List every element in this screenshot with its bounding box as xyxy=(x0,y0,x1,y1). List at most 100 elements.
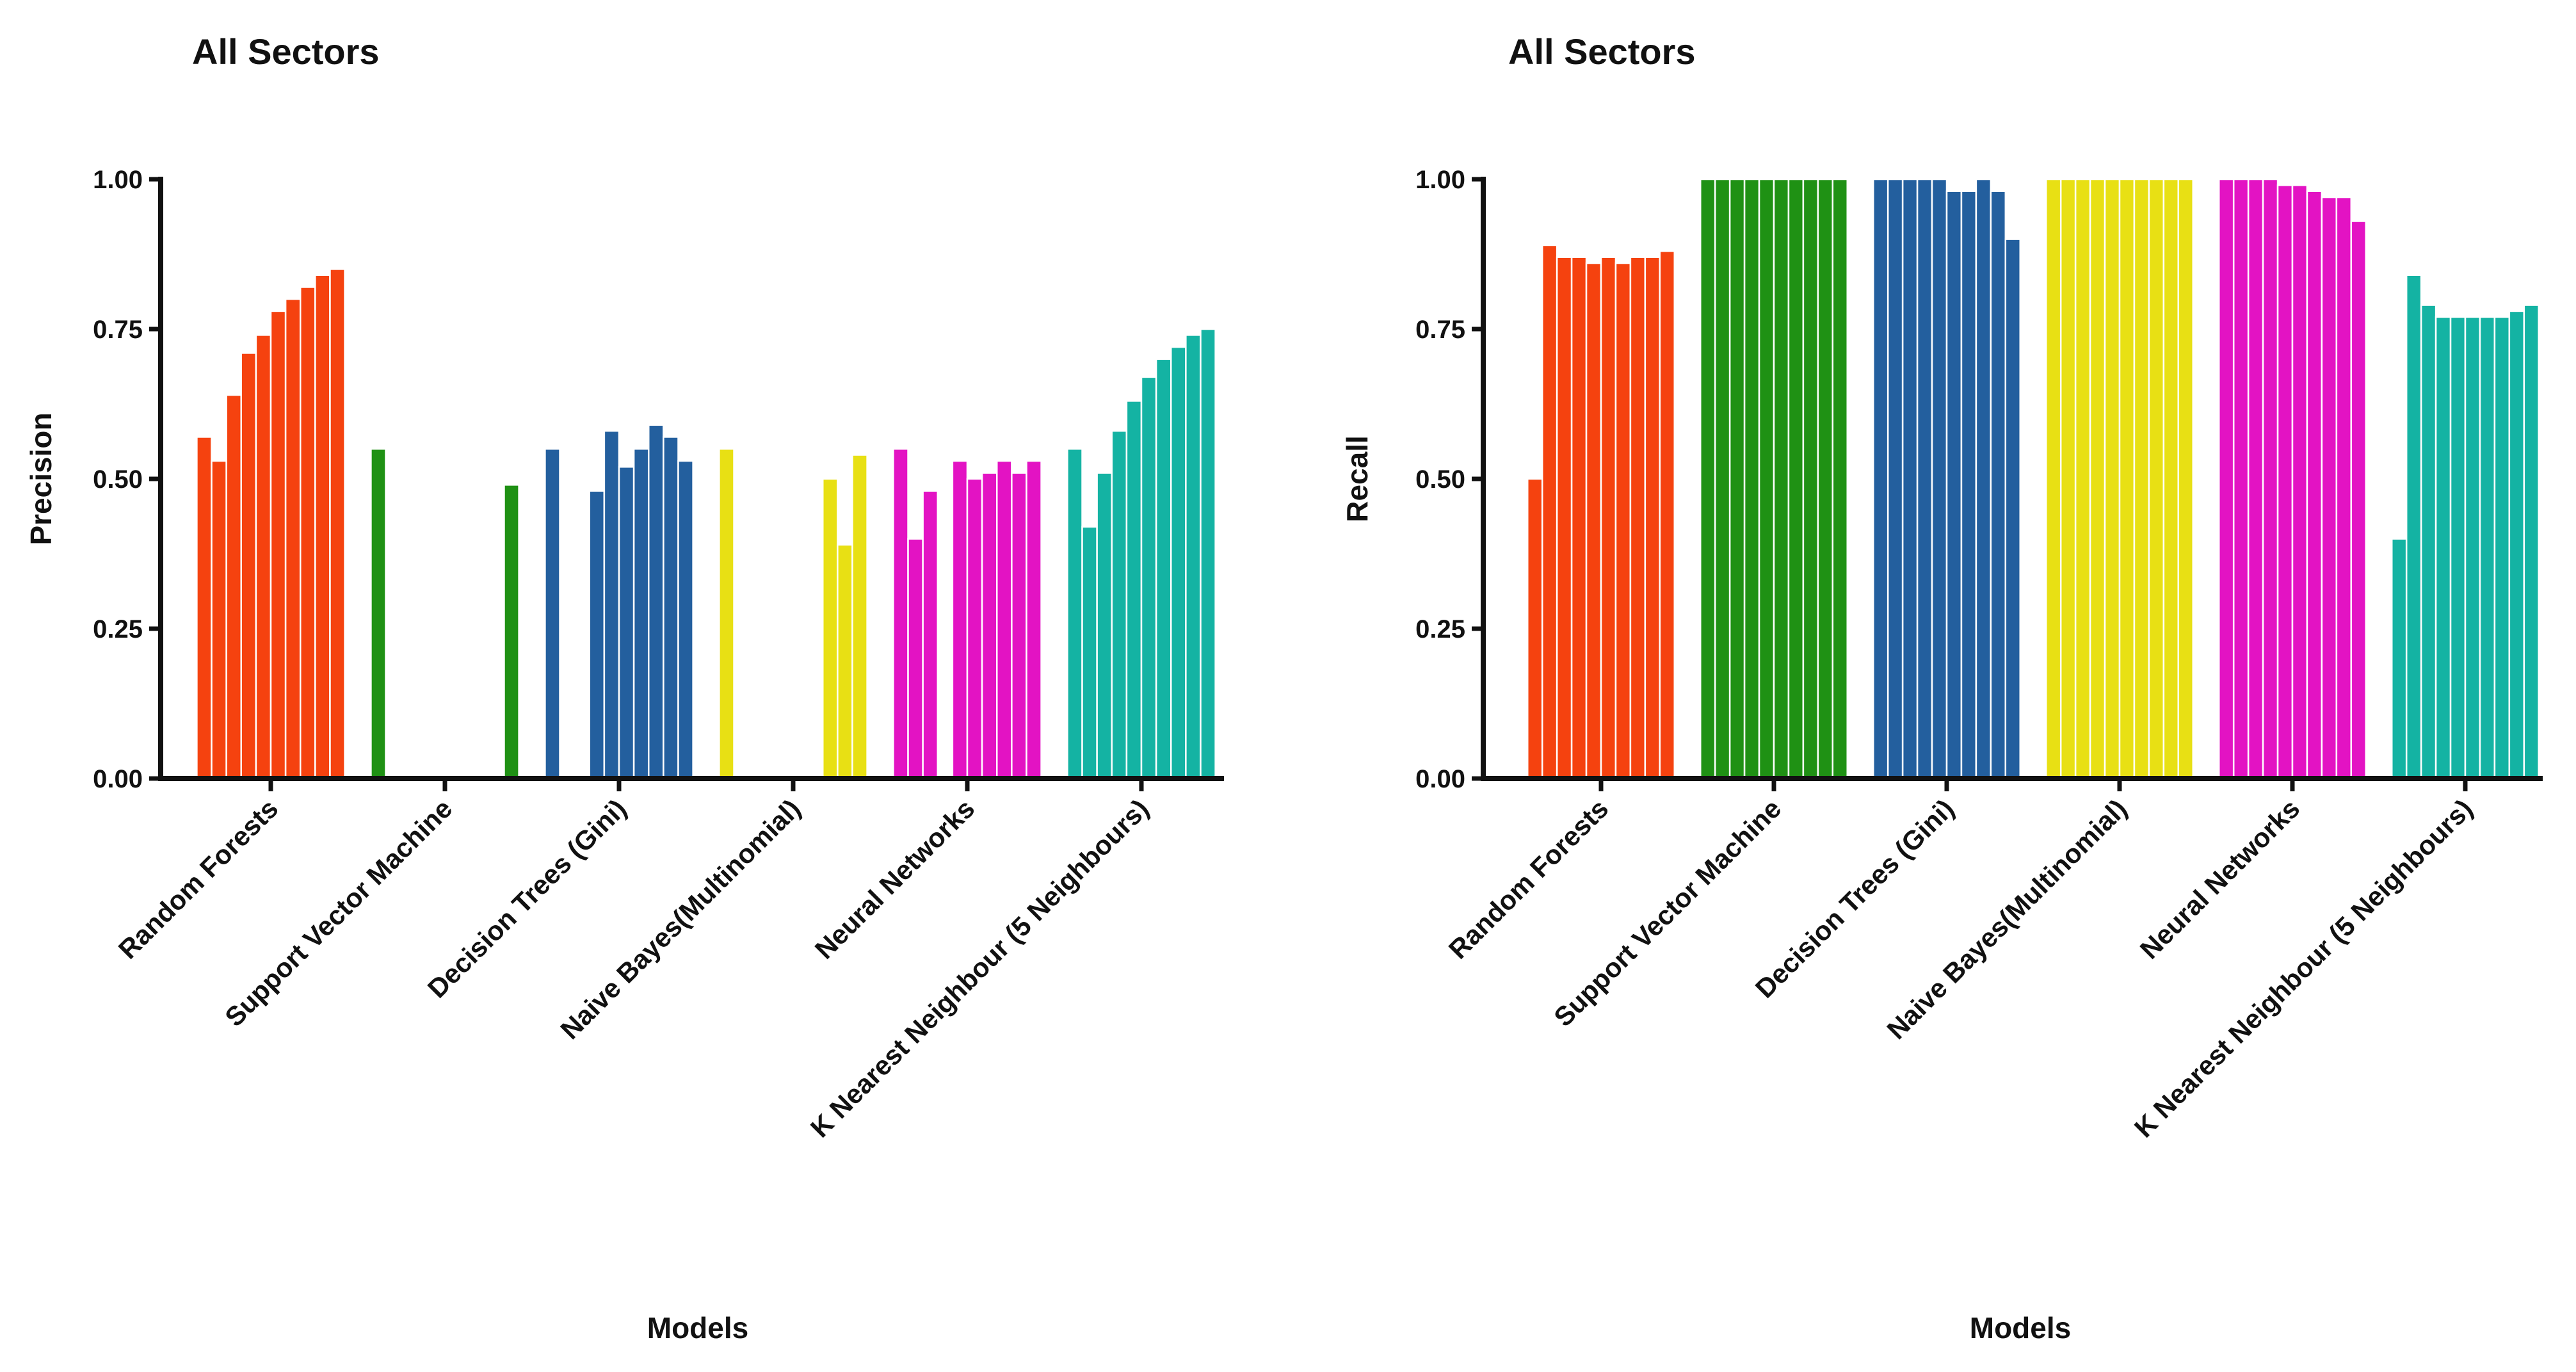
bar xyxy=(284,298,302,780)
bar xyxy=(1200,328,1216,780)
bar xyxy=(370,448,387,780)
bar xyxy=(1659,250,1676,780)
y-axis-label: Precision xyxy=(24,412,58,545)
bar xyxy=(718,448,735,780)
bar xyxy=(2493,316,2511,780)
chart-title: All Sectors xyxy=(1508,31,1696,72)
bar xyxy=(2321,196,2338,780)
bar xyxy=(2218,178,2235,780)
bar xyxy=(2291,184,2308,780)
bar xyxy=(1081,526,1098,780)
chart-title: All Sectors xyxy=(192,31,380,72)
bar xyxy=(1728,178,1746,780)
bar xyxy=(2449,316,2467,780)
bar xyxy=(270,310,287,780)
x-axis-label: Models xyxy=(1970,1311,2071,1344)
bar xyxy=(1802,178,1819,780)
bar xyxy=(2335,196,2353,780)
bar xyxy=(2118,178,2136,780)
bar xyxy=(240,352,257,780)
bar xyxy=(2276,184,2294,780)
bar xyxy=(966,478,983,780)
bar xyxy=(2162,178,2180,780)
bar xyxy=(1629,256,1646,780)
bar xyxy=(1067,448,1083,780)
y-tick-label: 0.50 xyxy=(93,465,143,494)
bar xyxy=(1140,376,1157,780)
y-tick-label: 0.50 xyxy=(1415,465,1465,494)
bar xyxy=(2177,178,2194,780)
bar xyxy=(1011,472,1027,780)
bar xyxy=(618,466,635,780)
x-axis-label: Models xyxy=(647,1311,748,1344)
x-tick-label: Decision Trees (Gini) xyxy=(1750,793,1960,1004)
bar xyxy=(1787,178,1805,780)
bar xyxy=(329,268,346,780)
bar xyxy=(314,274,331,780)
bar xyxy=(1990,190,2007,780)
bar xyxy=(837,544,853,780)
bar xyxy=(1887,178,1904,780)
bar xyxy=(2232,178,2250,780)
bar xyxy=(2004,238,2022,780)
bar xyxy=(922,490,939,780)
bar xyxy=(1125,400,1143,780)
y-tick-label: 0.75 xyxy=(1415,316,1465,344)
bar xyxy=(1527,478,1543,780)
bar xyxy=(1556,256,1573,780)
bar xyxy=(2059,178,2077,780)
bar xyxy=(2523,304,2540,780)
bar xyxy=(2104,178,2121,780)
bar xyxy=(2133,178,2150,780)
chart: All Sectors Recall Models 0.00 0.25 0.50 0.75 1… xyxy=(1340,31,2543,1344)
bar xyxy=(2391,538,2408,780)
bar xyxy=(2074,178,2091,780)
bar xyxy=(981,472,998,780)
bar xyxy=(1945,190,1963,780)
bar xyxy=(1541,244,1558,780)
bar xyxy=(1743,178,1760,780)
bar xyxy=(632,448,650,780)
bar xyxy=(851,454,868,780)
y-tick-label: 0.00 xyxy=(93,765,143,793)
bar xyxy=(1758,178,1775,780)
bar xyxy=(503,484,520,780)
bar xyxy=(1111,430,1128,780)
x-tick-label: Decision Trees (Gini) xyxy=(422,793,632,1004)
y-tick-label: 0.00 xyxy=(1415,765,1465,793)
bar xyxy=(1096,472,1113,780)
bar xyxy=(225,394,243,780)
bar xyxy=(1700,178,1716,780)
bar xyxy=(2420,304,2437,780)
x-tick-label: K Nearest Neighbour (5 Neighbours) xyxy=(2129,793,2478,1143)
bar xyxy=(255,334,272,780)
bar xyxy=(1872,178,1889,780)
bar xyxy=(1185,334,1202,780)
y-tick-label: 0.25 xyxy=(93,615,143,643)
bar xyxy=(2306,190,2323,780)
bar xyxy=(1901,178,1919,780)
x-tick-label: K Nearest Neighbour (5 Neighbours) xyxy=(805,793,1154,1143)
bar xyxy=(1155,358,1172,780)
y-tick-label: 1.00 xyxy=(1415,166,1465,194)
bar xyxy=(1831,178,1849,780)
bar xyxy=(1916,178,1933,780)
bar xyxy=(2479,316,2496,780)
bar xyxy=(2247,178,2264,780)
bar xyxy=(647,424,664,780)
bar xyxy=(677,460,694,780)
bar xyxy=(1931,178,1948,780)
bar xyxy=(1644,256,1661,780)
bar xyxy=(299,286,316,780)
bar xyxy=(2508,310,2525,780)
bar xyxy=(995,460,1013,780)
bar xyxy=(211,460,227,780)
x-tick-label: Random Forests xyxy=(1443,793,1614,965)
bar xyxy=(2045,178,2062,780)
bar xyxy=(2435,316,2452,780)
bar xyxy=(1585,262,1602,780)
x-tick-label: Neural Networks xyxy=(809,793,981,965)
bar xyxy=(2464,316,2481,780)
bar xyxy=(1714,178,1731,780)
